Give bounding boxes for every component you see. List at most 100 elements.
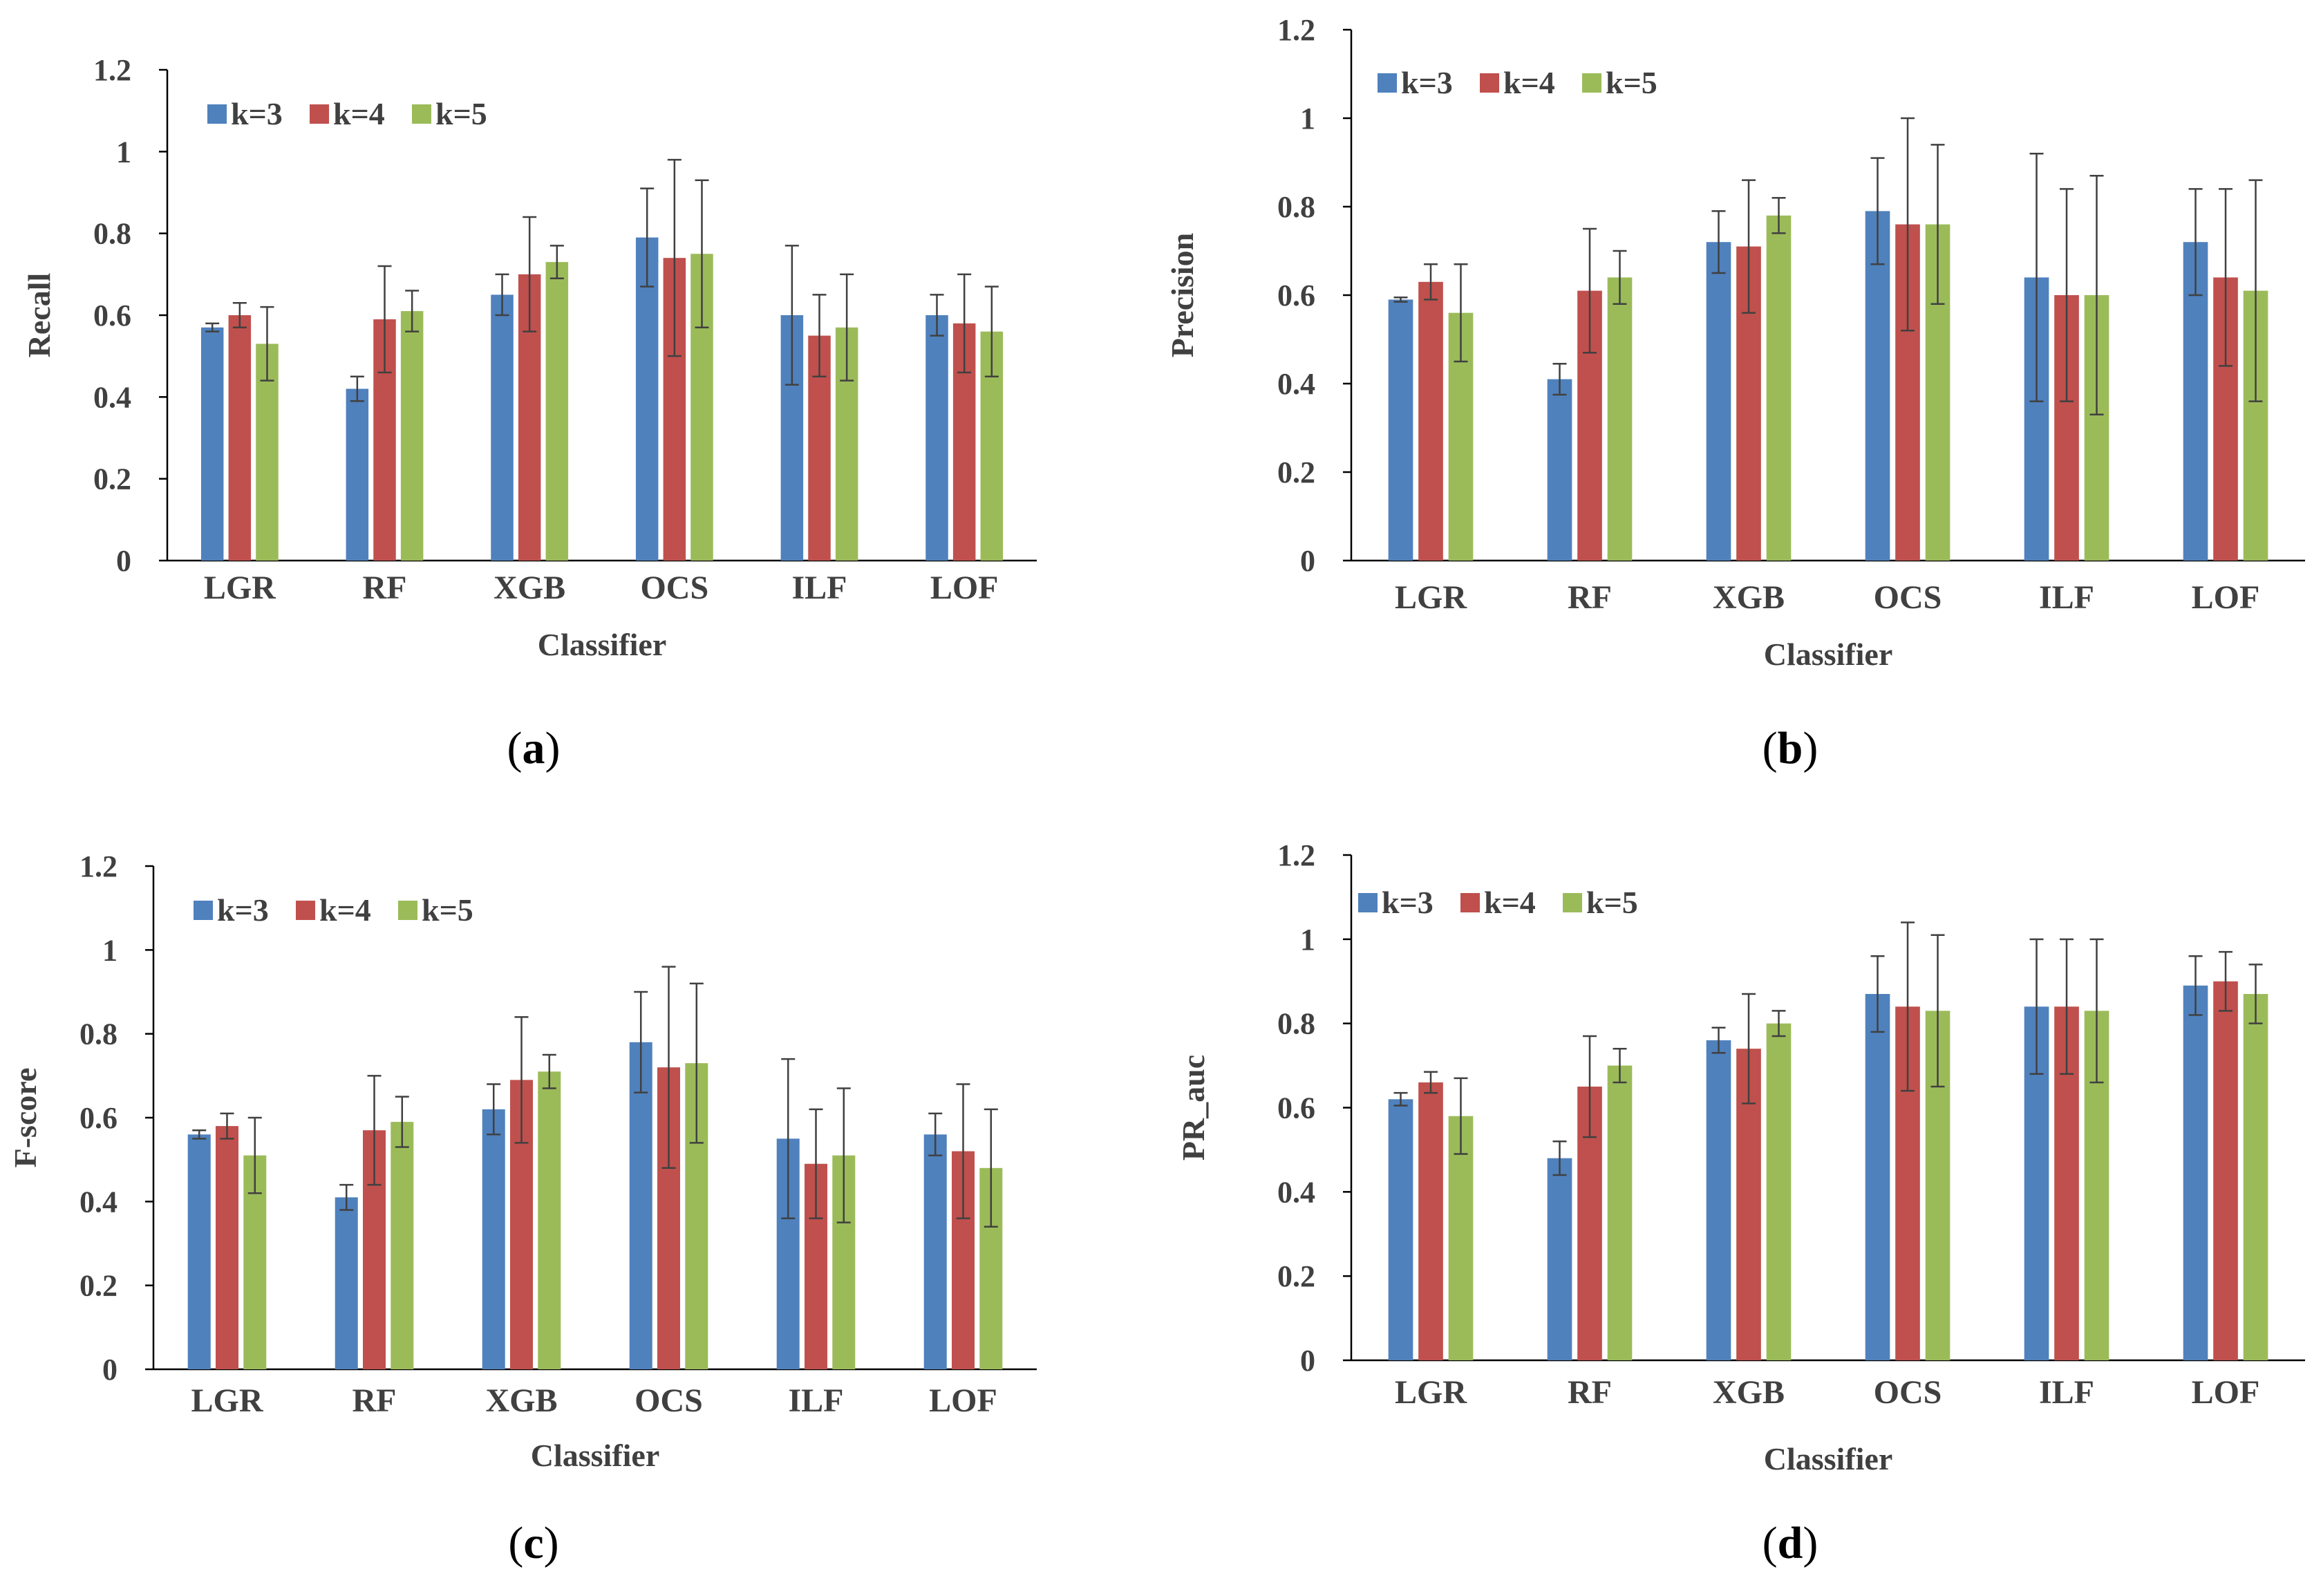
legend: k=3 k=4 k=5 xyxy=(1358,885,1638,920)
y-axis-title: PR_auc xyxy=(1176,1055,1211,1161)
chart-panel-d: 0 0.2 0.4 0.6 0.8 1 1.2 LGR RF XGB OCS ILF LOF Classi… xyxy=(1176,838,2305,1568)
errorbar-ILF-k=5 xyxy=(840,273,854,382)
legend-label: k=3 xyxy=(217,892,269,928)
x-tick-label: XGB xyxy=(485,1382,557,1419)
errorbar-ILF-k=5 xyxy=(836,1087,851,1223)
bar-LGR-k=4 xyxy=(228,315,252,561)
bar-RF-k=3 xyxy=(346,388,369,561)
chart-panel-a: 0 0.2 0.4 0.6 0.8 1 1.2 LGR RF XGB OCS ILF LOF Classi… xyxy=(21,53,1037,773)
bar-LOF-k=3 xyxy=(923,1134,947,1369)
x-tick-label: RF xyxy=(1568,579,1612,616)
errorbar-OCS-k=4 xyxy=(667,158,682,357)
legend-label: k=3 xyxy=(1401,65,1453,100)
errorbar-ILF-k=4 xyxy=(2060,938,2074,1076)
bar-LOF-k=4 xyxy=(2213,981,2238,1360)
legend-swatch-k=5 xyxy=(1582,73,1601,93)
errorbar-LGR-k=3 xyxy=(1393,1091,1408,1107)
y-tick-label: 0.2 xyxy=(79,1269,118,1303)
y-tick-label: 0.6 xyxy=(79,1101,118,1135)
bar-RF-k=3 xyxy=(1547,1158,1572,1360)
x-tick-label: LGR xyxy=(191,1382,263,1419)
y-tick-label: 0 xyxy=(116,544,131,578)
errorbar-ILF-k=4 xyxy=(809,1108,823,1219)
legend-label: k=4 xyxy=(1503,65,1555,100)
bar-XGB-k=5 xyxy=(1766,215,1792,561)
errorbar-XGB-k=5 xyxy=(1771,196,1786,234)
legend-swatch-k=4 xyxy=(1480,73,1499,93)
bar-LGR-k=4 xyxy=(215,1126,239,1369)
errorbar-LGR-k=5 xyxy=(1454,1077,1468,1155)
x-axis-title: Classifier xyxy=(531,1438,660,1473)
x-tick-label: OCS xyxy=(640,570,708,606)
errorbar-RF-k=3 xyxy=(350,375,364,402)
x-axis-title: Classifier xyxy=(538,627,667,662)
bar-RF-k=3 xyxy=(1547,379,1572,561)
errorbar-OCS-k=5 xyxy=(689,982,704,1144)
bar-RF-k=5 xyxy=(1607,277,1633,561)
panel-label: (b) xyxy=(1763,723,1818,773)
x-tick-label: OCS xyxy=(1874,1374,1942,1411)
panel-label: (c) xyxy=(508,1518,558,1568)
errorbar-XGB-k=3 xyxy=(1711,210,1726,274)
errorbar-RF-k=5 xyxy=(1613,250,1627,306)
bar-XGB-k=3 xyxy=(1706,242,1731,561)
legend-swatch-k=5 xyxy=(1563,893,1582,912)
bar-LOF-k=3 xyxy=(2183,985,2208,1360)
bar-XGB-k=3 xyxy=(1706,1040,1731,1360)
legend-swatch-k=5 xyxy=(398,901,417,920)
bar-LGR-k=3 xyxy=(1388,1099,1413,1360)
legend-swatch-k=4 xyxy=(296,901,315,920)
errorbar-RF-k=4 xyxy=(1583,227,1597,354)
errorbar-LGR-k=3 xyxy=(1393,296,1408,303)
x-tick-label: LGR xyxy=(1395,579,1467,616)
errorbar-RF-k=4 xyxy=(1583,1035,1597,1138)
errorbar-LGR-k=5 xyxy=(247,1116,262,1194)
errorbar-ILF-k=3 xyxy=(2029,152,2044,402)
bar-XGB-k=5 xyxy=(1766,1023,1792,1360)
bar-LGR-k=3 xyxy=(200,327,224,561)
errorbar-ILF-k=5 xyxy=(2089,174,2104,416)
chart-panel-c: 0 0.2 0.4 0.6 0.8 1 1.2 LGR RF XGB OCS ILF LOF Classi… xyxy=(8,849,1037,1568)
errorbar-LGR-k=5 xyxy=(1454,263,1468,363)
bar-OCS-k=3 xyxy=(635,237,659,561)
errorbar-RF-k=4 xyxy=(367,1075,382,1186)
bar-LGR-k=3 xyxy=(1388,299,1413,561)
legend-swatch-k=3 xyxy=(1378,73,1397,93)
y-tick-label: 0 xyxy=(1300,544,1315,578)
legend-label: k=5 xyxy=(1606,65,1657,100)
y-tick-label: 0.6 xyxy=(1277,279,1315,312)
bar-OCS-k=3 xyxy=(1865,994,1890,1360)
bar-OCS-k=3 xyxy=(629,1042,652,1369)
legend-label: k=4 xyxy=(319,892,371,928)
y-tick-label: 1 xyxy=(102,933,118,967)
bar-LGR-k=3 xyxy=(187,1134,211,1369)
errorbar-LGR-k=3 xyxy=(192,1129,207,1140)
errorbar-RF-k=5 xyxy=(405,290,420,332)
y-tick-label: 0.8 xyxy=(1277,190,1315,224)
x-tick-label: RF xyxy=(1568,1374,1612,1411)
errorbar-OCS-k=3 xyxy=(634,991,648,1093)
y-tick-label: 0.4 xyxy=(1277,367,1315,401)
panel-label: (d) xyxy=(1763,1518,1818,1568)
errorbar-XGB-k=4 xyxy=(1742,179,1756,314)
errorbar-ILF-k=4 xyxy=(812,294,827,377)
bar-LGR-k=4 xyxy=(1418,281,1443,561)
y-tick-label: 0.4 xyxy=(1277,1175,1315,1209)
bar-XGB-k=3 xyxy=(491,294,514,561)
errorbar-XGB-k=5 xyxy=(542,1053,556,1089)
errorbar-LOF-k=5 xyxy=(984,1108,998,1228)
errorbar-OCS-k=3 xyxy=(1870,157,1885,265)
x-tick-label: OCS xyxy=(635,1382,703,1419)
chart-panel-b: 0 0.2 0.4 0.6 0.8 1 1.2 LGR RF XGB OCS ILF LOF Classi… xyxy=(1165,13,2305,773)
bar-RF-k=5 xyxy=(391,1122,414,1369)
legend: k=3 k=4 k=5 xyxy=(194,892,473,928)
errorbar-OCS-k=5 xyxy=(695,179,709,328)
y-axis-title: F-score xyxy=(8,1068,43,1168)
errorbar-LOF-k=4 xyxy=(2219,950,2233,1012)
y-tick-label: 1 xyxy=(1300,102,1315,135)
y-tick-label: 0.2 xyxy=(93,462,131,496)
errorbar-LOF-k=4 xyxy=(956,1083,970,1219)
errorbar-RF-k=5 xyxy=(395,1096,409,1148)
y-tick-label: 0.2 xyxy=(1277,1259,1315,1293)
